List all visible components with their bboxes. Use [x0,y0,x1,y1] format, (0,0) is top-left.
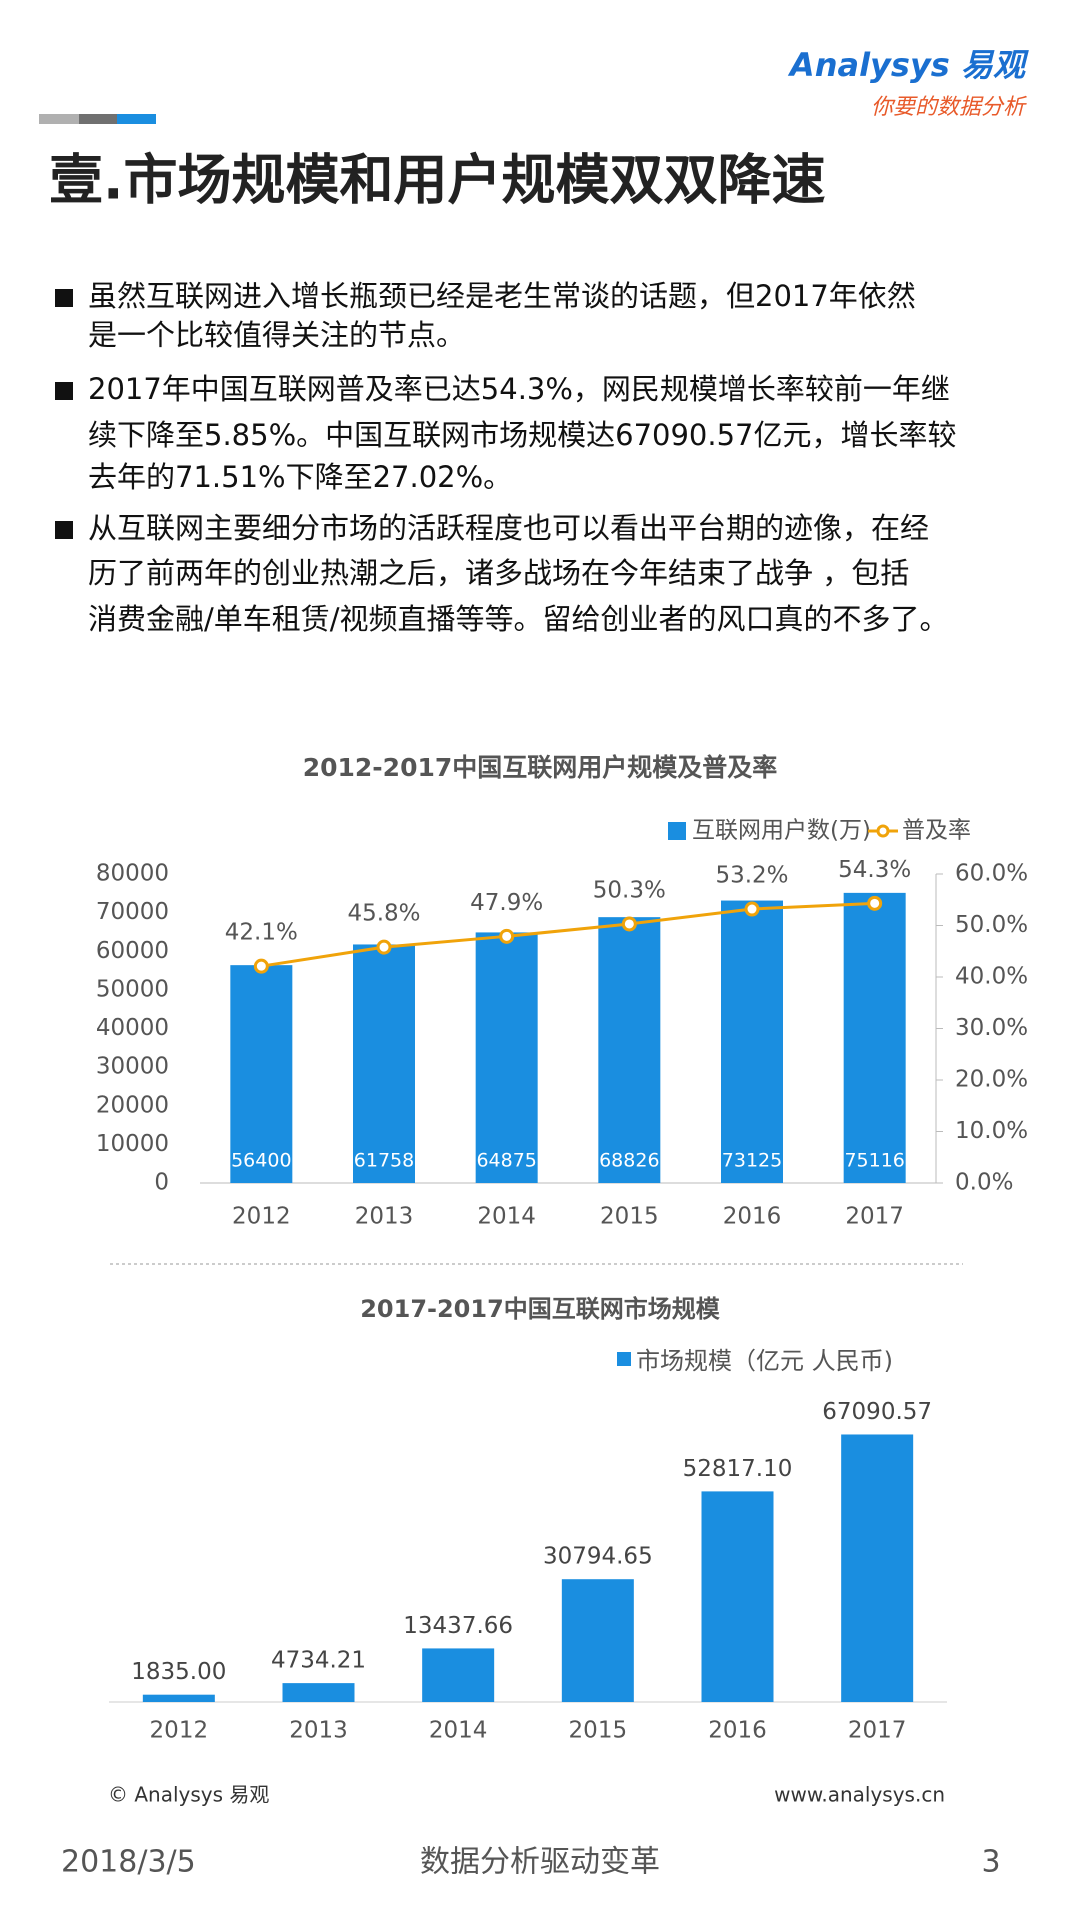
bullet-text: 从互联网主要细分市场的活跃程度也可以看出平台期的迹像，在经 [88,511,929,545]
bar [142,1694,215,1702]
bullet-marker [55,382,73,400]
bullet-marker [55,521,73,539]
deco-bar [39,114,79,124]
bar-value-label: 52817.10 [683,1456,793,1482]
bar [598,917,661,1183]
bar-value-label: 67090.57 [822,1399,932,1425]
bar-value-label: 30794.65 [543,1544,653,1570]
bullet-text: 是一个比较值得关注的节点。 [88,318,465,352]
bullet-text: 消费金融/单车租赁/视频直播等等。留给创业者的风口真的不多了。 [88,602,949,636]
rate-label: 45.8% [347,901,420,927]
bar [701,1491,774,1702]
y2-tick-label: 40.0% [955,964,1028,990]
y2-tick-label: 50.0% [955,912,1028,938]
bar-value-label: 75116 [844,1150,904,1172]
deco-bar [79,114,117,124]
x-tick-label: 2013 [355,1204,414,1230]
y2-tick-label: 10.0% [955,1118,1028,1144]
y-tick-label: 70000 [96,899,169,925]
y-tick-label: 80000 [96,861,169,887]
y-tick-label: 0 [154,1170,169,1196]
bar-value-label: 73125 [722,1150,782,1172]
y2-tick-label: 30.0% [955,1015,1028,1041]
chart-title: 2017-2017中国互联网市场规模 [360,1295,721,1323]
bar-value-label: 1835.00 [131,1659,226,1685]
x-tick-label: 2013 [289,1718,348,1744]
copyright: © Analysys 易观 [108,1783,269,1807]
rate-label: 47.9% [470,890,543,916]
y-tick-label: 30000 [96,1054,169,1080]
brand: Analysys 易观 [787,46,1029,84]
x-tick-label: 2016 [708,1718,767,1744]
rate-label: 50.3% [593,877,666,903]
bullet-text: 虽然互联网进入增长瓶颈已经是老生常谈的话题，但2017年依然 [88,279,916,313]
y-tick-label: 20000 [96,1092,169,1118]
x-tick-label: 2014 [429,1718,488,1744]
y2-tick-label: 20.0% [955,1067,1028,1093]
chart-title: 2012-2017中国互联网用户规模及普及率 [303,753,778,782]
date: 2018/3/5 [61,1845,196,1880]
bar [843,892,906,1183]
bar-value-label: 61758 [354,1150,414,1172]
bullet-text: 去年的71.51%下降至27.02%。 [88,460,512,494]
rate-point [253,958,269,974]
bar [422,1648,495,1702]
y-tick-label: 50000 [96,976,169,1002]
bar-value-label: 56400 [231,1150,291,1172]
rate-line [261,901,875,968]
x-tick-label: 2012 [232,1204,291,1230]
footer-slogan: 数据分析驱动变革 [420,1845,660,1880]
url: www.analysys.cn [774,1783,945,1807]
rate-point [621,916,637,932]
bullet-text: 历了前两年的创业热潮之后，诸多战场在今年结束了战争 ，包括 [88,556,909,590]
bar [841,1434,914,1702]
legend-label: 普及率 [902,818,971,844]
bar [561,1579,634,1702]
bar-value-label: 4734.21 [271,1648,366,1674]
brand-slogan: 你要的数据分析 [871,95,1028,120]
rate-label: 42.1% [225,920,298,946]
rate-label: 54.3% [838,857,911,883]
deco-bar [117,114,156,124]
rate-point [867,895,883,911]
legend-label: 互联网用户数(万) [692,818,871,844]
bar [721,900,783,1183]
bar-value-label: 13437.66 [403,1613,513,1639]
x-tick-label: 2015 [569,1718,628,1744]
x-tick-label: 2015 [600,1204,659,1230]
bar [230,965,293,1183]
legend-swatch [668,822,686,840]
y-tick-label: 10000 [96,1131,169,1157]
rate-point [744,901,760,917]
rate-point [376,939,392,955]
bullet-marker [55,289,73,307]
rate-label: 53.2% [715,863,788,889]
y-tick-label: 60000 [96,938,169,964]
y2-tick-label: 60.0% [955,861,1028,887]
page-number: 3 [981,1845,1000,1880]
bullet-text: 2017年中国互联网普及率已达54.3%，网民规模增长率较前一年继 [88,372,950,406]
y2-tick-label: 0.0% [955,1170,1013,1196]
bar-value-label: 64875 [476,1150,536,1172]
bullet-text: 续下降至5.85%。中国互联网市场规模达67090.57亿元，增长率较 [88,418,957,452]
legend-swatch [617,1352,631,1366]
x-tick-label: 2017 [845,1204,904,1230]
x-tick-label: 2012 [150,1718,209,1744]
y-tick-label: 40000 [96,1015,169,1041]
bar [475,932,538,1183]
legend-label: 市场规模（亿元 人民币) [636,1347,893,1375]
x-tick-label: 2017 [848,1718,907,1744]
legend-dot [876,824,890,838]
x-tick-label: 2014 [477,1204,536,1230]
rate-point [499,928,515,944]
bar [353,944,415,1183]
bar [282,1683,355,1702]
x-tick-label: 2016 [723,1204,782,1230]
bar-value-label: 68826 [599,1150,659,1172]
slide-title: 壹.市场规模和用户规模双双降速 [49,149,826,212]
